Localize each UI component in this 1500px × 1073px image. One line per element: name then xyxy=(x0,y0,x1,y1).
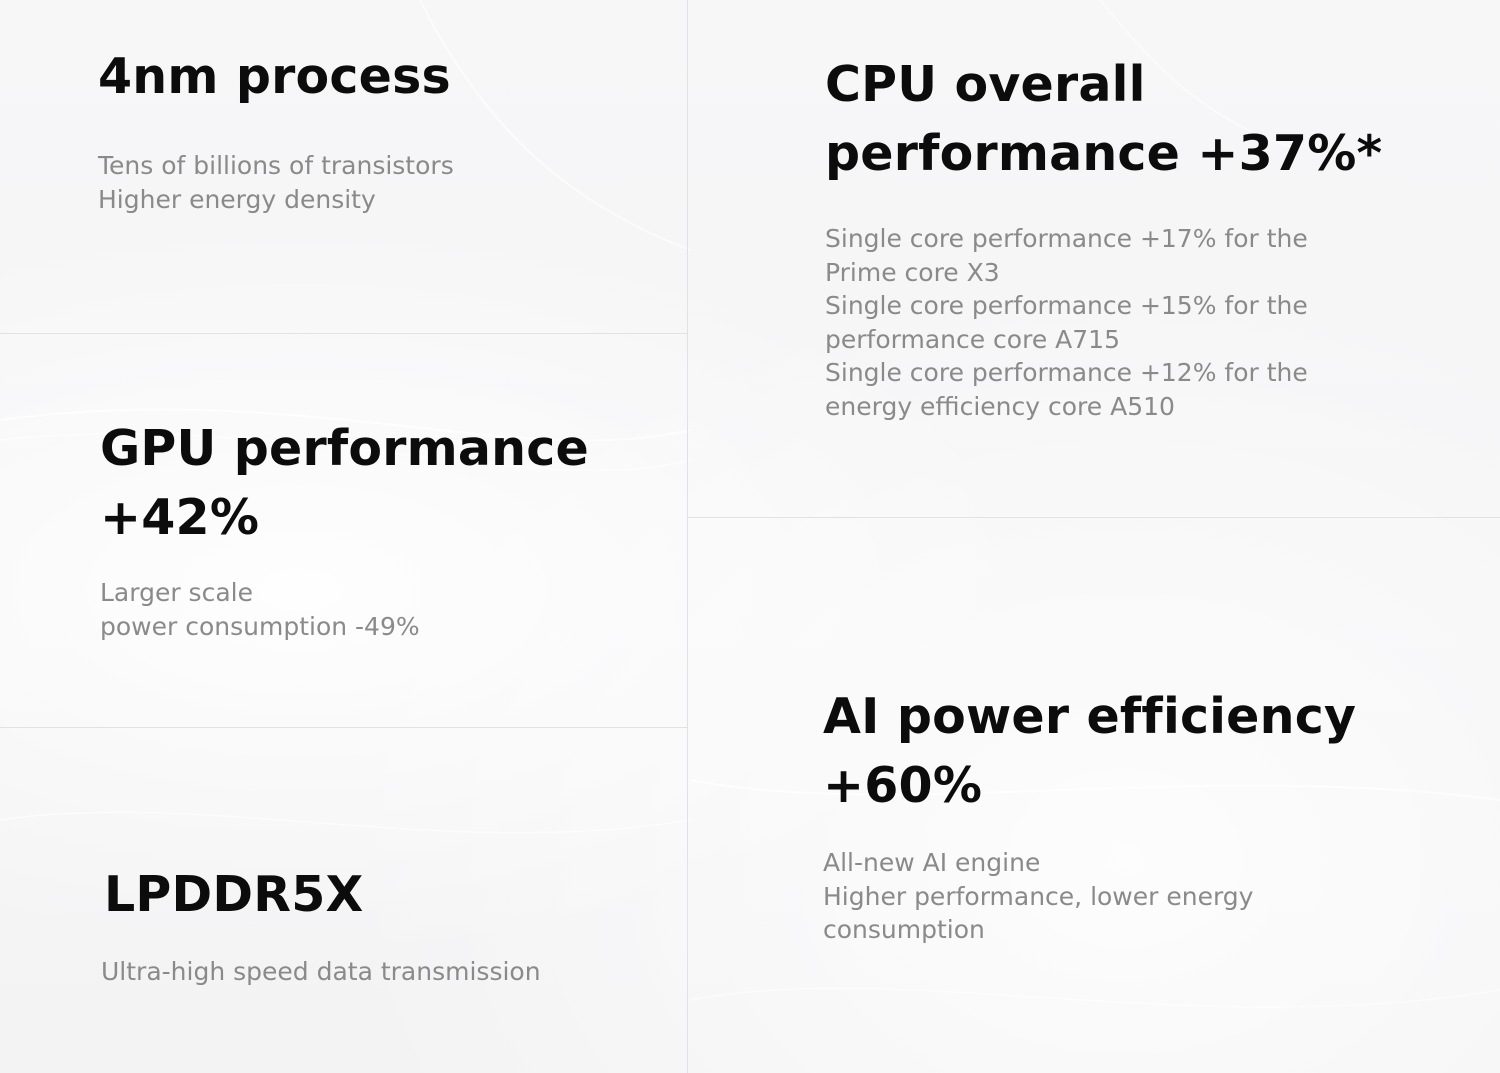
feature-cell-gpu: GPU performance +42% Larger scale power … xyxy=(100,414,589,643)
row-divider-left-2 xyxy=(0,727,687,728)
feature-title-line: CPU overall xyxy=(825,56,1146,113)
feature-title-ai: AI power efficiency +60% xyxy=(823,682,1356,820)
feature-desc-line: Tens of billions of transistors xyxy=(98,151,454,180)
feature-title-gpu: GPU performance +42% xyxy=(100,414,589,552)
feature-desc-line: power consumption -49% xyxy=(100,611,420,641)
feature-cell-ai: AI power efficiency +60% All-new AI engi… xyxy=(823,682,1356,947)
feature-desc-line: Single core performance +17% for the xyxy=(825,224,1308,253)
feature-title-line: +60% xyxy=(823,757,983,814)
feature-title-line: +42% xyxy=(100,489,260,546)
feature-title-line: GPU performance xyxy=(100,420,589,477)
feature-desc-line: consumption xyxy=(823,915,985,944)
row-divider-left-1 xyxy=(0,333,687,334)
feature-desc-line: Ultra-high speed data transmission xyxy=(101,957,541,986)
feature-desc-line: performance core A715 xyxy=(825,324,1120,354)
feature-desc-gpu: Larger scale power consumption -49% xyxy=(100,576,589,643)
feature-title-cpu: CPU overall performance +37%* xyxy=(825,50,1382,188)
feature-desc-line: Prime core X3 xyxy=(825,257,1000,287)
feature-desc-line: Larger scale xyxy=(100,578,253,607)
feature-desc-line: Single core performance +12% for the xyxy=(825,358,1308,387)
feature-cell-memory: LPDDR5X Ultra-high speed data transmissi… xyxy=(101,860,541,989)
feature-cell-process: 4nm process Tens of billions of transist… xyxy=(98,42,454,216)
feature-desc-line: Single core performance +15% for the xyxy=(825,291,1308,320)
feature-title-process: 4nm process xyxy=(98,48,451,105)
feature-title-line: AI power efficiency xyxy=(823,688,1357,745)
feature-desc-ai: All-new AI engine Higher performance, lo… xyxy=(823,846,1356,947)
feature-desc-process: Tens of billions of transistors Higher e… xyxy=(98,149,454,216)
feature-desc-line: Higher performance, lower energy xyxy=(823,881,1254,911)
feature-title-memory: LPDDR5X xyxy=(104,866,364,923)
feature-title-line: performance +37%* xyxy=(825,125,1383,182)
column-divider xyxy=(687,0,688,1073)
feature-desc-line: energy efficiency core A510 xyxy=(825,391,1175,421)
feature-desc-line: Higher energy density xyxy=(98,184,376,214)
feature-cell-cpu: CPU overall performance +37%* Single cor… xyxy=(825,50,1382,423)
row-divider-right xyxy=(688,517,1500,518)
feature-desc-memory: Ultra-high speed data transmission xyxy=(101,955,541,989)
feature-desc-cpu: Single core performance +17% for the Pri… xyxy=(825,222,1382,423)
feature-desc-line: All-new AI engine xyxy=(823,848,1041,877)
